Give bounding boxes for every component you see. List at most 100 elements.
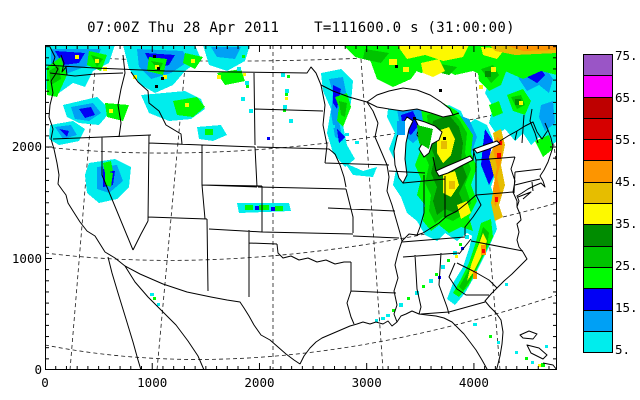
precip-cell: [345, 133, 349, 136]
state-borders: [49, 54, 542, 325]
plot-title: 07:00Z Thu 28 Apr 2011 T=111600.0 s (31:…: [87, 20, 515, 36]
precip-cell: [505, 283, 508, 286]
precip-blob: [337, 129, 345, 143]
precip-cell: [153, 55, 156, 58]
precip-cell: [191, 59, 195, 63]
precip-cell: [217, 75, 221, 79]
coastline-borders: [45, 45, 557, 370]
plot-frame: [45, 45, 557, 370]
precip-over-lakes: [397, 121, 433, 149]
colorbar-label: 65.: [615, 89, 638, 105]
y-tick-label: 1000: [11, 250, 42, 266]
precip-cell: [495, 197, 498, 202]
precip-cell: [153, 297, 156, 300]
precip-cell: [281, 73, 285, 77]
map-plot-area: [45, 45, 557, 370]
precip-cell: [489, 335, 492, 338]
precip-cell: [185, 103, 189, 107]
precip-cell: [283, 105, 287, 109]
precip-cell: [441, 141, 447, 149]
colorbar-label: 25.: [615, 257, 638, 273]
precip-cell: [381, 317, 385, 320]
lake-ontario: [473, 140, 501, 154]
precip-cell: [497, 341, 500, 344]
colorbar-cell: [583, 181, 613, 205]
precip-blob: [363, 49, 389, 63]
precip-cell: [245, 81, 249, 85]
precip-cell: [473, 271, 477, 279]
precip-cell: [245, 205, 253, 210]
precip-over-lake: [397, 121, 405, 135]
precip-blob: [489, 101, 503, 117]
precip-cell: [403, 67, 409, 72]
precip-cell: [355, 141, 359, 144]
precip-cell: [399, 303, 403, 307]
precip-blob: [535, 135, 553, 157]
colorbar-label: 75.: [615, 47, 638, 63]
colorbar-cell: [583, 117, 613, 141]
precip-cell: [283, 109, 286, 112]
precip-cell: [271, 207, 275, 211]
precip-cell: [163, 75, 167, 79]
conus-map-canvas: [45, 45, 557, 370]
precip-blob: [79, 107, 95, 118]
precip-blob: [339, 101, 347, 117]
colorbar-cell: [583, 139, 613, 162]
precip-cell: [205, 129, 213, 135]
precip-cell: [95, 59, 99, 63]
precip-cell: [389, 59, 397, 65]
precip-cell: [499, 141, 502, 145]
lake-superior: [366, 87, 454, 118]
colorbar-cell: [583, 75, 613, 98]
x-tick-label: 1000: [137, 375, 168, 390]
precip-cell: [491, 67, 496, 72]
precip-cell: [545, 345, 548, 348]
colorbar-label: 35.: [615, 215, 638, 231]
precip-cell: [255, 206, 259, 210]
precip-cell: [465, 235, 469, 239]
colorbar-cell: [583, 203, 613, 226]
precip-cell: [459, 243, 462, 246]
colorbar-cell: [583, 224, 613, 247]
x-tick-label: 2000: [244, 375, 275, 390]
coastline: [45, 45, 557, 370]
x-tick-label: 4000: [458, 375, 489, 390]
precip-cell: [447, 259, 450, 262]
precip-cell: [407, 297, 410, 300]
colorbar-label: 15.: [615, 299, 638, 315]
precip-cell: [285, 97, 288, 100]
precipitation-field: [45, 45, 557, 367]
precip-blob: [105, 103, 129, 121]
precip-blob: [211, 47, 241, 59]
precip-cell: [289, 119, 293, 123]
precip-cell: [415, 291, 419, 295]
precip-cell: [241, 97, 245, 101]
precip-blob: [345, 163, 377, 177]
y-tick-label: 0: [34, 362, 42, 377]
precip-cell: [515, 351, 518, 354]
x-tick-label: 0: [41, 375, 49, 390]
precip-blob: [485, 71, 491, 77]
precip-cell: [449, 181, 455, 189]
colorbar-cell: [583, 309, 613, 332]
precip-cell: [443, 137, 446, 140]
precip-cell: [103, 67, 107, 71]
precip-cell: [461, 247, 464, 250]
precip-blob: [103, 161, 113, 173]
precip-cell: [157, 303, 160, 306]
precip-cell: [259, 205, 269, 210]
colorbar: [583, 54, 613, 354]
precip-blob: [421, 59, 445, 77]
x-tick-label: 3000: [351, 375, 382, 390]
precip-cell: [246, 85, 249, 88]
precip-cell: [531, 361, 534, 364]
precip-cell: [157, 67, 160, 70]
precip-cell: [150, 293, 154, 296]
precip-over-lake: [417, 125, 433, 149]
precip-blob: [397, 45, 469, 61]
precip-cell: [285, 89, 289, 93]
precip-cell: [538, 364, 541, 367]
precip-cell: [275, 206, 283, 211]
precip-cell: [375, 319, 378, 322]
